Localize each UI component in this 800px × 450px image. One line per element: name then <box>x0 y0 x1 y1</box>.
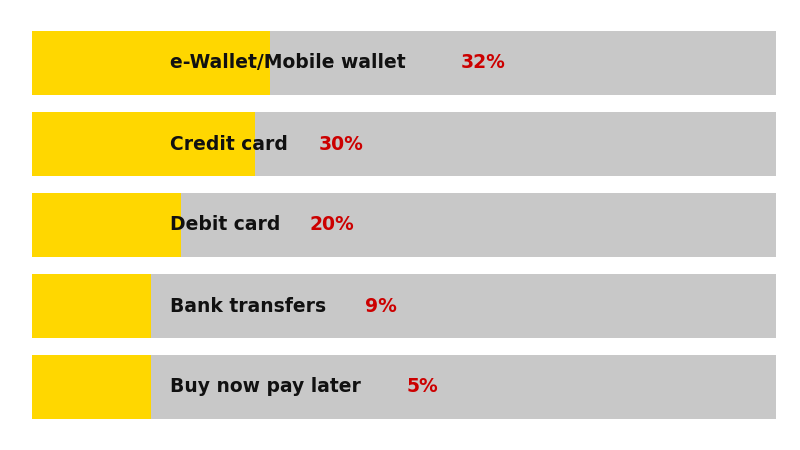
Text: 32%: 32% <box>460 54 505 72</box>
Bar <box>32 112 151 176</box>
Text: 9%: 9% <box>365 297 397 315</box>
Bar <box>32 274 776 338</box>
Bar <box>32 274 151 338</box>
Bar <box>32 32 270 94</box>
Text: 20%: 20% <box>310 216 354 234</box>
Text: 30%: 30% <box>319 135 364 153</box>
Bar <box>32 112 255 176</box>
Bar <box>32 194 776 256</box>
Bar <box>32 32 151 94</box>
Bar <box>32 112 776 176</box>
Text: Buy now pay later: Buy now pay later <box>170 378 367 396</box>
Text: e-Wallet/Mobile wallet: e-Wallet/Mobile wallet <box>170 54 412 72</box>
Bar <box>32 194 181 256</box>
Text: Bank transfers: Bank transfers <box>170 297 332 315</box>
Bar <box>32 194 151 256</box>
Text: Credit card: Credit card <box>170 135 294 153</box>
Bar <box>32 274 99 338</box>
Bar <box>32 32 776 94</box>
Bar <box>32 356 70 418</box>
Bar <box>32 356 151 418</box>
Bar <box>32 356 776 418</box>
Text: Debit card: Debit card <box>170 216 286 234</box>
Text: 5%: 5% <box>406 378 438 396</box>
